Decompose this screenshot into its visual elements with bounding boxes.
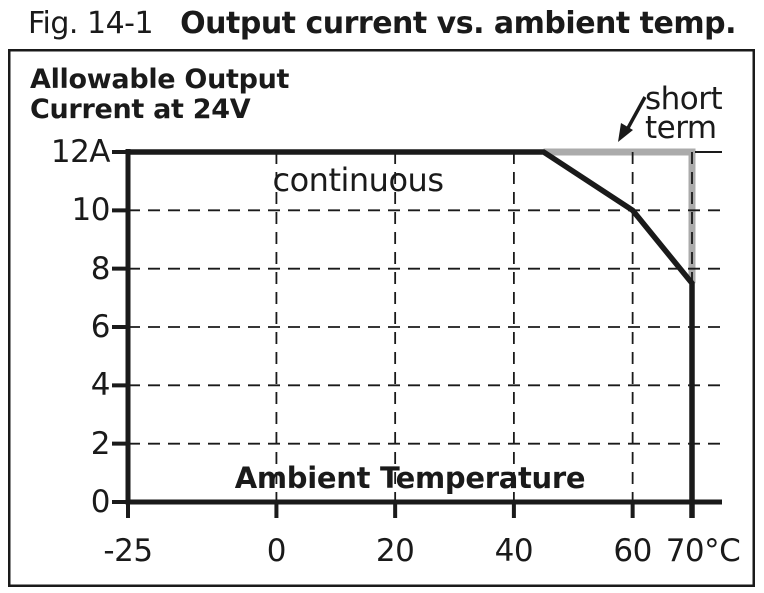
x-tick-label: 60 [613, 533, 652, 569]
continuous-line [128, 149, 695, 518]
x-tick-label: 20 [375, 533, 415, 569]
short-term-arrow [618, 96, 647, 142]
chart-border [8, 49, 755, 587]
y-axis-title-line2: Current at 24V [30, 94, 251, 125]
figure-caption: Fig. 14-1 Output current vs. ambient tem… [0, 6, 764, 41]
continuous-curve [128, 149, 695, 518]
y-axis-title-line1: Allowable Output [30, 64, 290, 95]
y-tick-label: 8 [90, 250, 111, 287]
axes-and-ticks [112, 149, 722, 518]
y-tick-label: 10 [71, 192, 111, 229]
arrow-head-icon [618, 123, 633, 142]
x-tick-label: 70°C [665, 533, 741, 569]
grid-lines [128, 152, 722, 502]
y-tick-label: 6 [90, 309, 111, 345]
arrow-shaft [626, 96, 647, 129]
y-tick-label: 0 [90, 484, 111, 520]
y-tick-label: 12A [50, 134, 111, 170]
short-term-curve [543, 148, 696, 284]
y-tick-label: 2 [90, 425, 111, 462]
short-term-line [543, 148, 696, 284]
x-tick-label: -25 [103, 533, 153, 569]
x-tick-label: 40 [494, 533, 534, 569]
chart-area: Allowable Output Current at 24V continuo… [8, 49, 755, 587]
short-term-label: short term [645, 81, 723, 146]
y-tick-label: 4 [90, 367, 111, 404]
x-tick-label: 0 [266, 533, 287, 569]
continuous-label: continuous [272, 161, 444, 199]
x-axis-title: Ambient Temperature [234, 461, 586, 495]
figure-caption-text: Output current vs. ambient temp. [180, 6, 737, 41]
short-term-label-line2: term [645, 110, 717, 146]
y-axis-title: Allowable Output Current at 24V [30, 65, 289, 125]
derating-chart-canvas [8, 49, 755, 587]
figure-number: Fig. 14-1 [27, 6, 154, 41]
short-term-label-line1: short [645, 81, 723, 117]
